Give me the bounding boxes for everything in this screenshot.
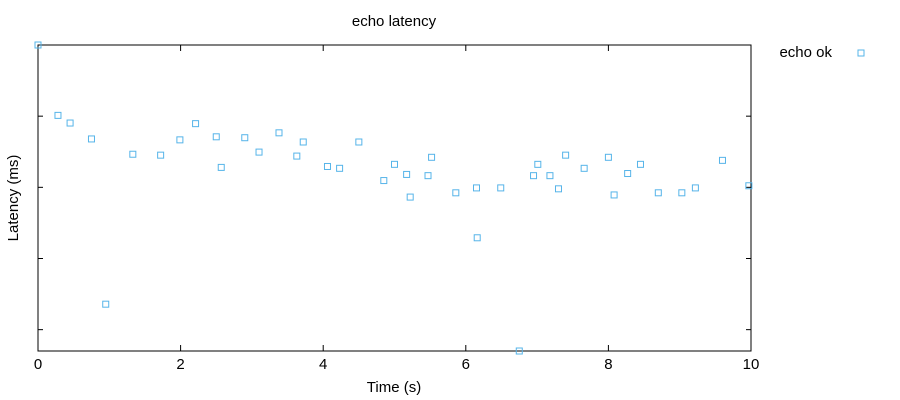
legend-marker — [857, 49, 865, 57]
data-point — [624, 170, 632, 178]
data-point — [212, 133, 220, 141]
data-point — [87, 135, 95, 143]
data-point — [293, 152, 301, 160]
data-point — [604, 153, 612, 161]
y-axis-label: Latency (ms) — [5, 155, 22, 242]
data-point — [562, 151, 570, 159]
data-point — [472, 184, 480, 192]
x-tick-label: 0 — [34, 356, 42, 373]
data-point — [515, 347, 523, 355]
data-point — [654, 189, 662, 197]
data-point — [636, 160, 644, 168]
data-point — [380, 177, 388, 185]
data-point — [691, 184, 699, 192]
data-point — [678, 189, 686, 197]
data-point — [403, 170, 411, 178]
x-tick-label: 4 — [319, 356, 327, 373]
data-point — [452, 189, 460, 197]
data-point — [192, 120, 200, 128]
data-point — [34, 41, 42, 49]
data-point — [473, 234, 481, 242]
chart-title: echo latency — [352, 13, 437, 30]
data-point — [217, 163, 225, 171]
data-point — [299, 138, 307, 146]
data-point — [355, 138, 363, 146]
x-tick-label: 8 — [604, 356, 612, 373]
plot-frame — [37, 44, 752, 352]
data-point — [275, 129, 283, 137]
data-point — [336, 164, 344, 172]
data-point — [255, 148, 263, 156]
legend-label: echo ok — [779, 44, 832, 61]
data-point — [54, 111, 62, 119]
data-point — [745, 182, 753, 190]
data-point — [534, 160, 542, 168]
data-point — [102, 300, 110, 308]
x-tick-label: 10 — [743, 356, 760, 373]
x-axis-ticks: 0 2 4 6 8 10 — [34, 45, 760, 373]
data-point — [428, 153, 436, 161]
x-tick-label: 2 — [176, 356, 184, 373]
data-point — [530, 172, 538, 180]
data-point — [610, 191, 618, 199]
data-point — [129, 150, 137, 158]
data-point — [497, 184, 505, 192]
legend: echo ok — [779, 44, 865, 61]
data-point — [424, 172, 432, 180]
data-point — [718, 156, 726, 164]
data-point — [176, 136, 184, 144]
data-point — [406, 193, 414, 201]
y-axis-ticks — [38, 44, 751, 331]
data-point — [323, 162, 331, 170]
data-point — [546, 172, 554, 180]
data-point — [241, 134, 249, 142]
data-point — [554, 185, 562, 193]
data-point — [157, 151, 165, 159]
series-echo-ok — [34, 41, 753, 355]
x-axis-label: Time (s) — [367, 379, 421, 396]
x-tick-label: 6 — [462, 356, 470, 373]
data-point — [580, 164, 588, 172]
data-point — [66, 119, 74, 127]
data-point — [391, 160, 398, 168]
